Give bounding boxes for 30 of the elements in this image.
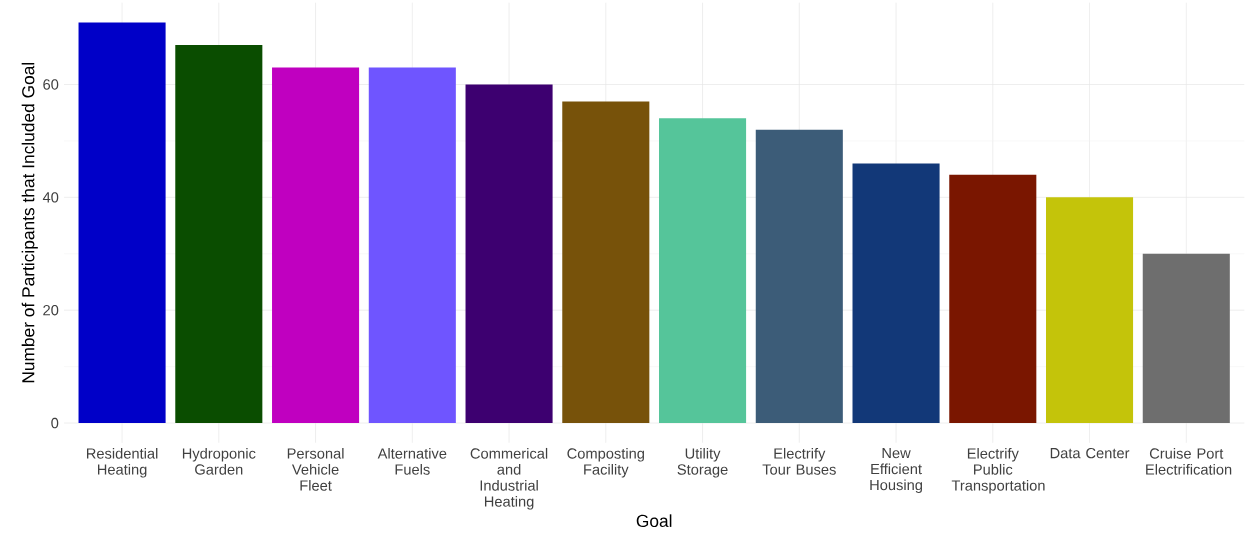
- x-tick-label: Residential Heating: [86, 447, 158, 478]
- bar: [562, 101, 650, 423]
- x-tick-label: Composting Facility: [567, 447, 644, 478]
- x-tick-label: Hydroponic Garden: [182, 447, 256, 475]
- x-tick-label: Alternative Fuels: [377, 447, 447, 475]
- y-tick-label: 20: [43, 304, 59, 316]
- x-tick-label: Data Center: [1050, 447, 1130, 459]
- x-tick-label: Commerical and Industrial Heating: [470, 447, 548, 510]
- x-axis-title: Goal: [636, 514, 672, 527]
- bar: [78, 22, 166, 423]
- y-tick-label: 0: [51, 417, 59, 429]
- y-tick-label: 40: [42, 192, 59, 203]
- bar: [949, 174, 1037, 423]
- x-tick-label: Electrify Public Transportation: [951, 447, 1045, 494]
- y-tick-label: 60: [43, 79, 59, 90]
- x-tick-label: Cruise Port Electrification: [1146, 447, 1232, 475]
- bar: [852, 163, 940, 423]
- bar: [465, 84, 553, 423]
- bar: [368, 67, 456, 423]
- bar: [1046, 197, 1134, 423]
- x-tick-label: Personal Vehicle Fleet: [287, 447, 344, 491]
- y-axis-title: Number of Participants that Included Goal: [21, 62, 38, 383]
- bar: [659, 118, 747, 423]
- bar: [175, 44, 263, 423]
- x-tick-label: Utility Storage: [677, 447, 728, 478]
- bar: [1142, 253, 1230, 423]
- bar: [755, 129, 843, 423]
- bar: [272, 67, 360, 423]
- x-tick-label: Electrify Tour Buses: [762, 447, 836, 475]
- x-tick-label: New Efficient Housing: [870, 447, 923, 494]
